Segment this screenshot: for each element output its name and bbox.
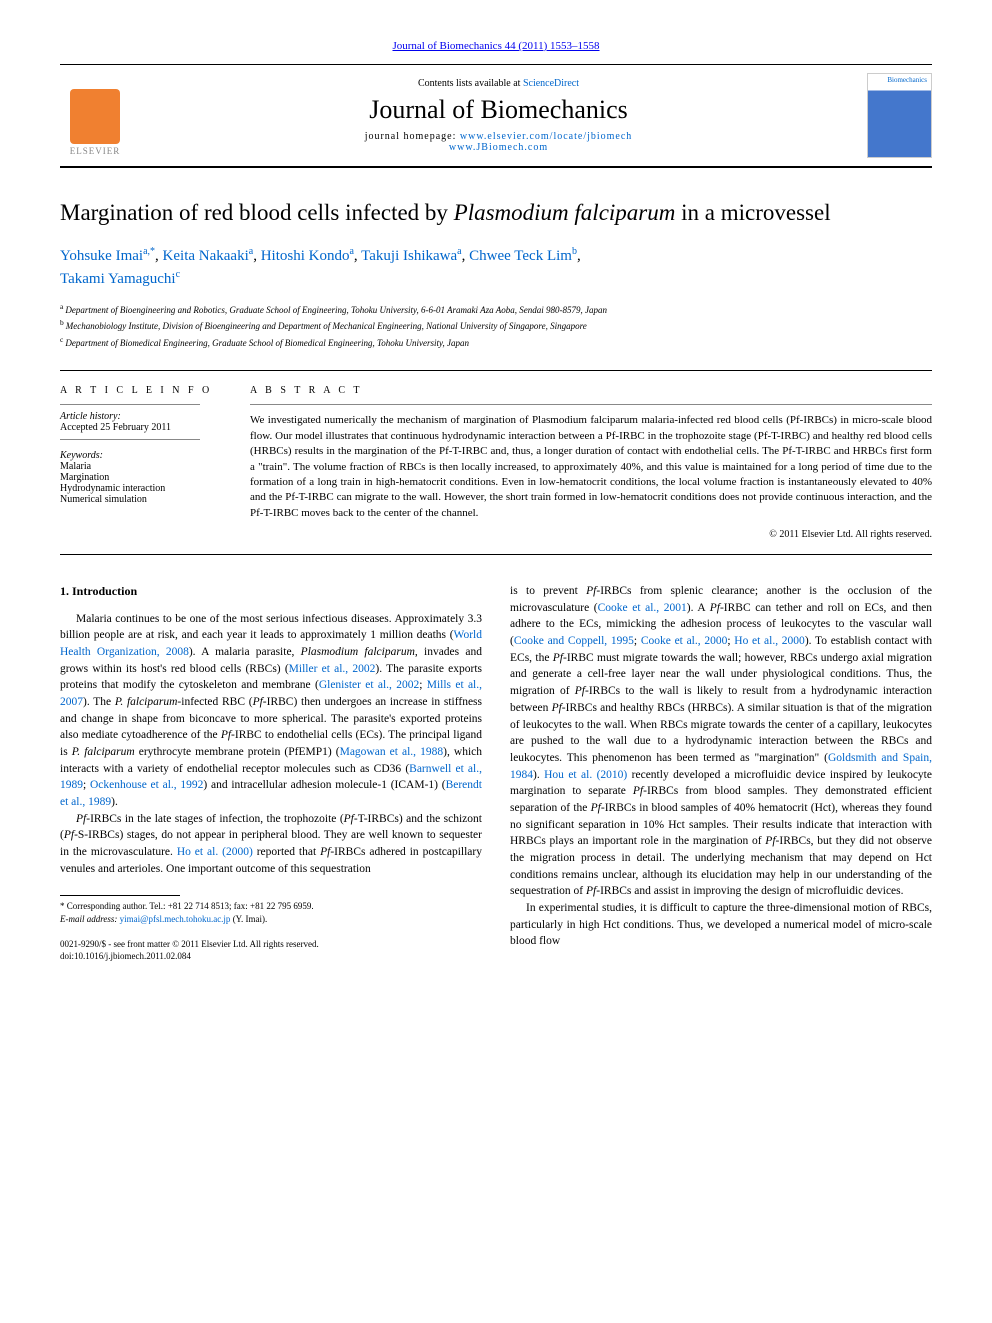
cover-label: Biomechanics — [887, 76, 927, 84]
author-list: Yohsuke Imaia,*, Keita Nakaakia, Hitoshi… — [60, 244, 932, 291]
article-title: Margination of red blood cells infected … — [60, 198, 932, 228]
history-value: Accepted 25 February 2011 — [60, 422, 230, 433]
ref-ockenhouse1992[interactable]: Ockenhouse et al., 1992 — [90, 779, 203, 791]
affiliation-a: Department of Bioengineering and Robotic… — [65, 305, 607, 315]
footnote: * Corresponding author. Tel.: +81 22 714… — [60, 900, 482, 925]
author-4[interactable]: Takuji Ishikawa — [361, 248, 457, 264]
author-2[interactable]: Keita Nakaaki — [163, 248, 249, 264]
keywords-label: Keywords: — [60, 450, 103, 461]
section-heading: 1. Introduction — [60, 583, 482, 600]
journal-title: Journal of Biomechanics — [142, 95, 855, 125]
history-label: Article history: — [60, 411, 121, 422]
footnote-rule — [60, 895, 180, 896]
ref-magowan1988[interactable]: Magowan et al., 1988 — [340, 746, 444, 758]
info-rule-2 — [60, 439, 200, 440]
info-abstract-row: A R T I C L E I N F O Article history: A… — [60, 370, 932, 555]
elsevier-tree-icon — [70, 89, 120, 144]
abstract-text: We investigated numerically the mechanis… — [250, 413, 932, 521]
contents-line: Contents lists available at ScienceDirec… — [142, 78, 855, 89]
ref-hou2010[interactable]: Hou et al. (2010) — [544, 769, 627, 781]
col1-para2: Pf-IRBCs in the late stages of infection… — [60, 811, 482, 878]
elsevier-logo: ELSEVIER — [60, 76, 130, 156]
keyword-4: Numerical simulation — [60, 494, 230, 505]
author-3[interactable]: Hitoshi Kondo — [261, 248, 350, 264]
bottom-meta: 0021-9290/$ - see front matter © 2011 El… — [60, 939, 482, 962]
col2-para2: In experimental studies, it is difficult… — [510, 900, 932, 950]
col2-para1: is to prevent Pf-IRBCs from splenic clea… — [510, 583, 932, 900]
ref-cooke2000[interactable]: Cooke et al., 2000 — [641, 635, 728, 647]
author-5[interactable]: Chwee Teck Lim — [469, 248, 572, 264]
abstract: A B S T R A C T We investigated numerica… — [250, 385, 932, 540]
issn-line: 0021-9290/$ - see front matter © 2011 El… — [60, 939, 482, 951]
ref-ho2000[interactable]: Ho et al. (2000) — [177, 846, 253, 858]
ref-miller2002[interactable]: Miller et al., 2002 — [289, 663, 376, 675]
abstract-heading: A B S T R A C T — [250, 385, 932, 396]
ref-cooke1995[interactable]: Cooke and Coppell, 1995 — [514, 635, 634, 647]
homepage-line: journal homepage: www.elsevier.com/locat… — [142, 131, 855, 153]
keyword-2: Margination — [60, 472, 230, 483]
homepage-link-2[interactable]: www.JBiomech.com — [449, 142, 548, 153]
column-left: 1. Introduction Malaria continues to be … — [60, 583, 482, 963]
affiliation-c: Department of Biomedical Engineering, Gr… — [65, 338, 469, 348]
email-link[interactable]: yimai@pfsl.mech.tohoku.ac.jp — [120, 914, 231, 924]
column-right: is to prevent Pf-IRBCs from splenic clea… — [510, 583, 932, 963]
corresponding-author: * Corresponding author. Tel.: +81 22 714… — [60, 900, 482, 913]
keyword-1: Malaria — [60, 461, 230, 472]
article-info: A R T I C L E I N F O Article history: A… — [60, 385, 250, 540]
doi-line: doi:10.1016/j.jbiomech.2011.02.084 — [60, 951, 482, 963]
issue-text: Journal of Biomechanics 44 (2011) 1553–1… — [392, 40, 599, 52]
keyword-3: Hydrodynamic interaction — [60, 483, 230, 494]
journal-header: ELSEVIER Contents lists available at Sci… — [60, 64, 932, 168]
info-rule — [60, 404, 200, 405]
sciencedirect-link[interactable]: ScienceDirect — [523, 78, 579, 89]
homepage-link-1[interactable]: www.elsevier.com/locate/jbiomech — [460, 131, 632, 142]
article-info-heading: A R T I C L E I N F O — [60, 385, 230, 396]
abstract-copyright: © 2011 Elsevier Ltd. All rights reserved… — [250, 529, 932, 540]
author-6[interactable]: Takami Yamaguchi — [60, 271, 176, 287]
ref-cooke2001[interactable]: Cooke et al., 2001 — [598, 602, 687, 614]
email-label: E-mail address: — [60, 914, 120, 924]
elsevier-label: ELSEVIER — [70, 146, 121, 156]
affiliations: aDepartment of Bioengineering and Roboti… — [60, 301, 932, 351]
abstract-rule — [250, 404, 932, 405]
corresponding-star[interactable]: * — [150, 246, 155, 257]
affiliation-b: Mechanobiology Institute, Division of Bi… — [66, 321, 587, 331]
journal-issue-link[interactable]: Journal of Biomechanics 44 (2011) 1553–1… — [60, 40, 932, 52]
ref-ho2000b[interactable]: Ho et al., 2000 — [734, 635, 805, 647]
header-center: Contents lists available at ScienceDirec… — [142, 78, 855, 153]
col1-para1: Malaria continues to be one of the most … — [60, 611, 482, 811]
ref-glenister2002[interactable]: Glenister et al., 2002 — [319, 679, 419, 691]
body-columns: 1. Introduction Malaria continues to be … — [60, 583, 932, 963]
author-1[interactable]: Yohsuke Imai — [60, 248, 143, 264]
journal-cover-thumb: Biomechanics — [867, 73, 932, 158]
